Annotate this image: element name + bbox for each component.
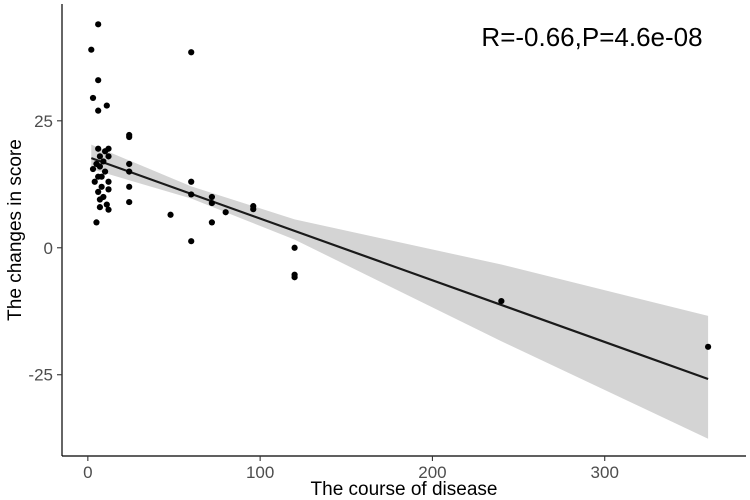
data-point <box>96 153 104 160</box>
data-point <box>188 191 195 198</box>
data-point <box>98 173 105 180</box>
data-point <box>222 209 229 216</box>
data-point <box>95 188 102 196</box>
data-point <box>126 198 133 206</box>
y-tick-label: 25 <box>34 112 53 131</box>
data-point <box>208 219 215 226</box>
data-point <box>93 219 100 226</box>
y-tick-label: -25 <box>28 366 53 385</box>
data-point <box>95 21 102 28</box>
data-point <box>291 244 298 251</box>
data-point <box>188 178 195 185</box>
data-point <box>291 274 298 281</box>
data-point <box>98 183 105 190</box>
data-point <box>126 168 133 175</box>
data-point <box>88 46 95 53</box>
x-tick-label: 100 <box>246 463 274 482</box>
data-point <box>95 145 102 152</box>
data-points-layer <box>88 21 712 350</box>
y-tick-label: 0 <box>44 239 53 258</box>
x-tick-label: 0 <box>83 463 92 482</box>
data-point <box>105 206 112 213</box>
data-point <box>105 178 112 185</box>
data-point <box>95 107 102 114</box>
data-point <box>126 133 133 141</box>
data-point <box>208 193 215 201</box>
data-point <box>96 163 104 170</box>
data-point <box>126 183 133 190</box>
data-point <box>95 77 102 84</box>
data-point <box>103 201 110 208</box>
x-axis-title: The course of disease <box>311 479 498 500</box>
x-tick-label: 300 <box>591 463 619 482</box>
data-point <box>96 204 104 211</box>
data-point <box>105 145 112 152</box>
data-point <box>126 160 133 168</box>
data-point <box>105 153 112 160</box>
data-point <box>100 193 107 201</box>
data-point <box>101 168 109 175</box>
correlation-annotation: R=-0.66,P=4.6e-08 <box>481 22 702 52</box>
data-point <box>103 102 110 109</box>
regression-line <box>90 157 709 381</box>
data-point <box>498 298 505 305</box>
data-point <box>91 178 98 185</box>
x-tick-label: 200 <box>418 463 446 482</box>
y-axis-title: The changes in score <box>5 139 26 321</box>
data-point <box>167 211 174 218</box>
axes-layer: 0 100 200 300 -25 0 25 <box>28 4 746 482</box>
regression-line-layer <box>90 157 709 381</box>
data-point <box>704 343 712 350</box>
data-point <box>188 238 195 245</box>
confidence-band <box>91 144 709 439</box>
data-point <box>89 165 97 173</box>
confidence-band-layer <box>91 144 709 439</box>
data-point <box>105 186 112 193</box>
data-point <box>188 49 195 56</box>
data-point <box>89 94 97 102</box>
data-point <box>208 199 215 207</box>
data-point <box>100 158 107 165</box>
data-point <box>250 206 257 213</box>
